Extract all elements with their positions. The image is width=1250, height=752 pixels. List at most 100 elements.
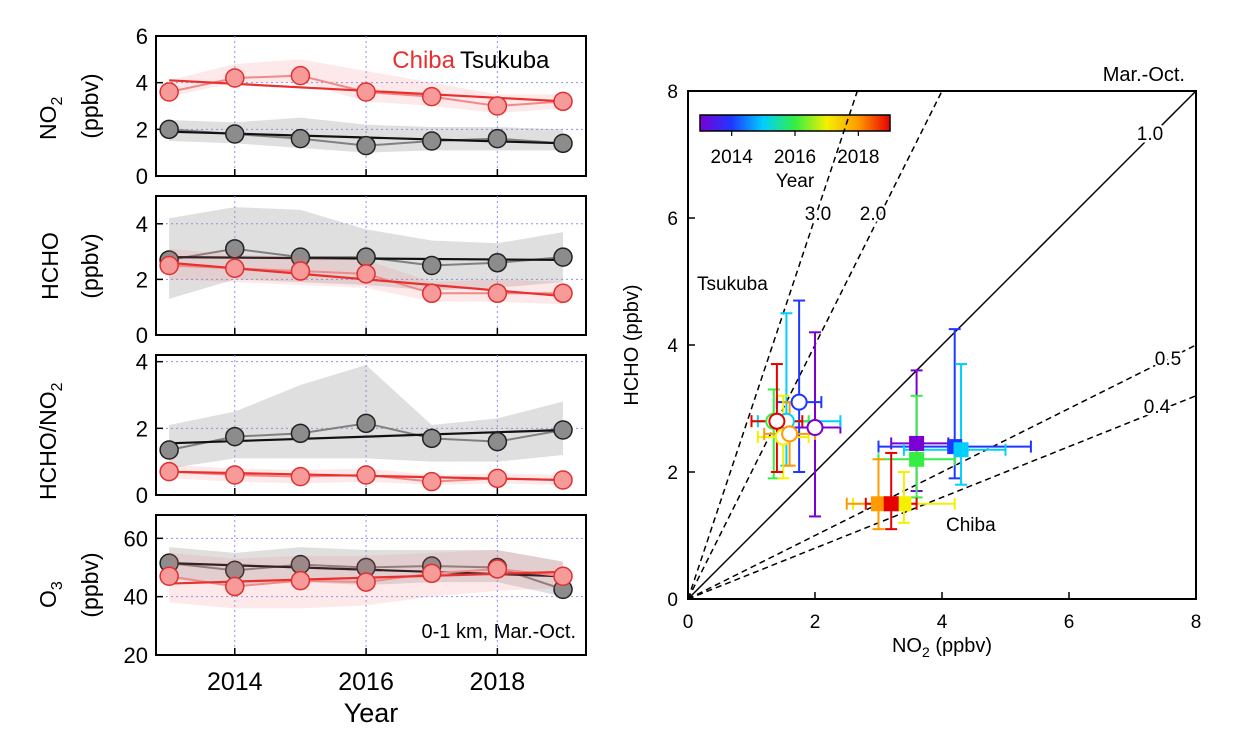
hcho-tsukuba-point xyxy=(225,239,245,259)
hcho-panel-frame xyxy=(155,195,587,336)
scatter-ytick-label: 2 xyxy=(667,463,678,484)
scatter-ylabel: HCHO (ppbv) xyxy=(621,284,643,405)
no2-ytick-label: 0 xyxy=(136,164,148,189)
scatter-point-chiba-2017 xyxy=(896,496,912,512)
scatter-point-chiba-2015 xyxy=(953,442,969,458)
o3-annotation: 0-1 km, Mar.-Oct. xyxy=(422,621,576,643)
colorbar-tick-label: 2014 xyxy=(711,147,754,168)
hcho-chiba-point xyxy=(225,258,245,279)
ratio-chiba-point xyxy=(553,470,573,490)
hcho-chiba-point xyxy=(553,283,573,304)
hcho-chiba-point xyxy=(356,264,376,284)
colorbar-tick-label: 2018 xyxy=(837,147,879,168)
hcho-tsukuba-point xyxy=(487,252,508,273)
scatter-ytick-label: 4 xyxy=(667,336,678,357)
o3-ytick-label: 20 xyxy=(124,643,148,668)
hcho-ylabel: HCHO xyxy=(37,232,63,300)
ratio-panel: HCHO/NO2 0 2 4 xyxy=(35,350,587,508)
scatter-point-tsukuba-2018 xyxy=(781,425,799,443)
scatter-xtick-label: 4 xyxy=(937,612,948,633)
ratio-line-0.4 xyxy=(687,395,1197,600)
colorbar-tick-label: 2016 xyxy=(774,147,816,168)
ratio-ytick-label: 2 xyxy=(136,416,148,441)
ratio-chiba-point xyxy=(487,468,508,489)
scatter-point-tsukuba-2013 xyxy=(806,419,824,437)
scatter-point-chiba-2016 xyxy=(909,451,925,467)
hcho-chiba-point xyxy=(290,261,311,281)
scatter-panel: Mar.-Oct. NO2 (ppbv) HCHO (ppbv) Tsukuba… xyxy=(621,64,1201,660)
no2-tsukuba-point xyxy=(421,131,442,151)
o3-chiba-point xyxy=(553,566,573,586)
no2-tsukuba-point xyxy=(225,124,245,144)
scatter-point-chiba-2018 xyxy=(871,496,886,512)
no2-ytick-label: 2 xyxy=(136,117,148,142)
hcho-chiba-point xyxy=(159,255,179,276)
no2-tsukuba-point xyxy=(290,128,311,149)
ratio-panel-frame xyxy=(155,354,587,496)
scatter-ytick-label: 6 xyxy=(667,209,678,230)
no2-ylabel: NO2 xyxy=(35,97,66,141)
no2-tsukuba-point xyxy=(356,135,376,156)
left-xtick-label: 2014 xyxy=(207,668,263,696)
no2-chiba-point xyxy=(225,68,245,88)
scatter-xlabel: NO2 (ppbv) xyxy=(892,635,992,660)
ratio-chiba-point xyxy=(159,461,179,482)
ratio-ytick-label: 4 xyxy=(136,350,148,375)
colorbar-label: Year xyxy=(776,171,815,192)
hcho-tsukuba-point xyxy=(553,247,573,267)
no2-chiba-point xyxy=(159,82,179,102)
o3-chiba-point xyxy=(487,559,508,579)
ratio-label-0.4: 0.4 xyxy=(1144,397,1171,418)
left-xtick-label: 2016 xyxy=(338,668,394,696)
ratio-ytick-label: 0 xyxy=(136,483,148,508)
scatter-xtick-label: 8 xyxy=(1191,612,1202,633)
o3-panel: O3 (ppbv) 0-1 km, Mar.-Oct. Year 20 40 60 2… xyxy=(35,514,587,728)
o3-ytick-label: 60 xyxy=(124,526,148,551)
ratio-ylabel: HCHO/NO2 xyxy=(35,382,66,500)
left-xtick-label: 2018 xyxy=(470,668,526,696)
ratio-label-2.0: 2.0 xyxy=(860,204,886,225)
scatter-ytick-label: 8 xyxy=(667,82,678,103)
left-xlabel: Year xyxy=(344,698,399,728)
hcho-panel: HCHO (ppbv) 0 2 4 xyxy=(37,195,587,348)
ratio-tsukuba-point xyxy=(553,420,573,440)
no2-tsukuba-point xyxy=(159,119,179,140)
no2-ytick-label: 4 xyxy=(136,71,148,96)
tsukuba-label: Tsukuba xyxy=(697,274,768,295)
ratio-tsukuba-point xyxy=(487,431,508,452)
ratio-tsukuba-point xyxy=(356,413,376,434)
legend-chiba: Chiba xyxy=(392,47,455,74)
hcho-ytick-label: 2 xyxy=(136,267,148,292)
no2-chiba-point xyxy=(290,65,311,86)
no2-panel-frame xyxy=(155,35,587,177)
year-colorbar xyxy=(699,114,891,132)
ratio-tsukuba-point xyxy=(159,440,179,460)
o3-chiba-point xyxy=(421,563,442,584)
scatter-point-chiba-2019 xyxy=(883,496,899,512)
o3-chiba-point xyxy=(225,576,245,597)
ratio-chiba-point xyxy=(356,465,376,485)
hcho-ytick-label: 0 xyxy=(136,323,148,348)
o3-ytick-label: 40 xyxy=(124,585,148,610)
ratio-label-1.0: 1.0 xyxy=(1137,124,1163,145)
scatter-xtick-label: 2 xyxy=(810,612,821,633)
o3-chiba-point xyxy=(356,572,376,592)
ratio-label-3.0: 3.0 xyxy=(805,204,831,225)
scatter-xtick-label: 6 xyxy=(1064,612,1075,633)
no2-chiba-point xyxy=(421,86,442,107)
chiba-label: Chiba xyxy=(946,515,996,536)
no2-panel: NO2 (ppbv) Chiba Tsukuba 0 2 4 6 xyxy=(35,24,587,189)
hcho-ytick-label: 4 xyxy=(136,212,148,237)
no2-ytick-label: 6 xyxy=(136,24,148,49)
o3-panel-frame xyxy=(155,514,587,656)
no2-tsukuba-band xyxy=(169,117,564,153)
no2-ylabel-unit: (ppbv) xyxy=(77,73,103,138)
legend-tsukuba: Tsukuba xyxy=(460,47,550,74)
no2-chiba-point xyxy=(553,91,573,112)
ratio-line-1.0 xyxy=(687,90,1197,600)
hcho-ylabel-unit: (ppbv) xyxy=(77,233,103,298)
hcho-chiba-point xyxy=(487,283,508,304)
ratio-line-0.5 xyxy=(687,344,1197,600)
scatter-xtick-label: 0 xyxy=(683,612,694,633)
